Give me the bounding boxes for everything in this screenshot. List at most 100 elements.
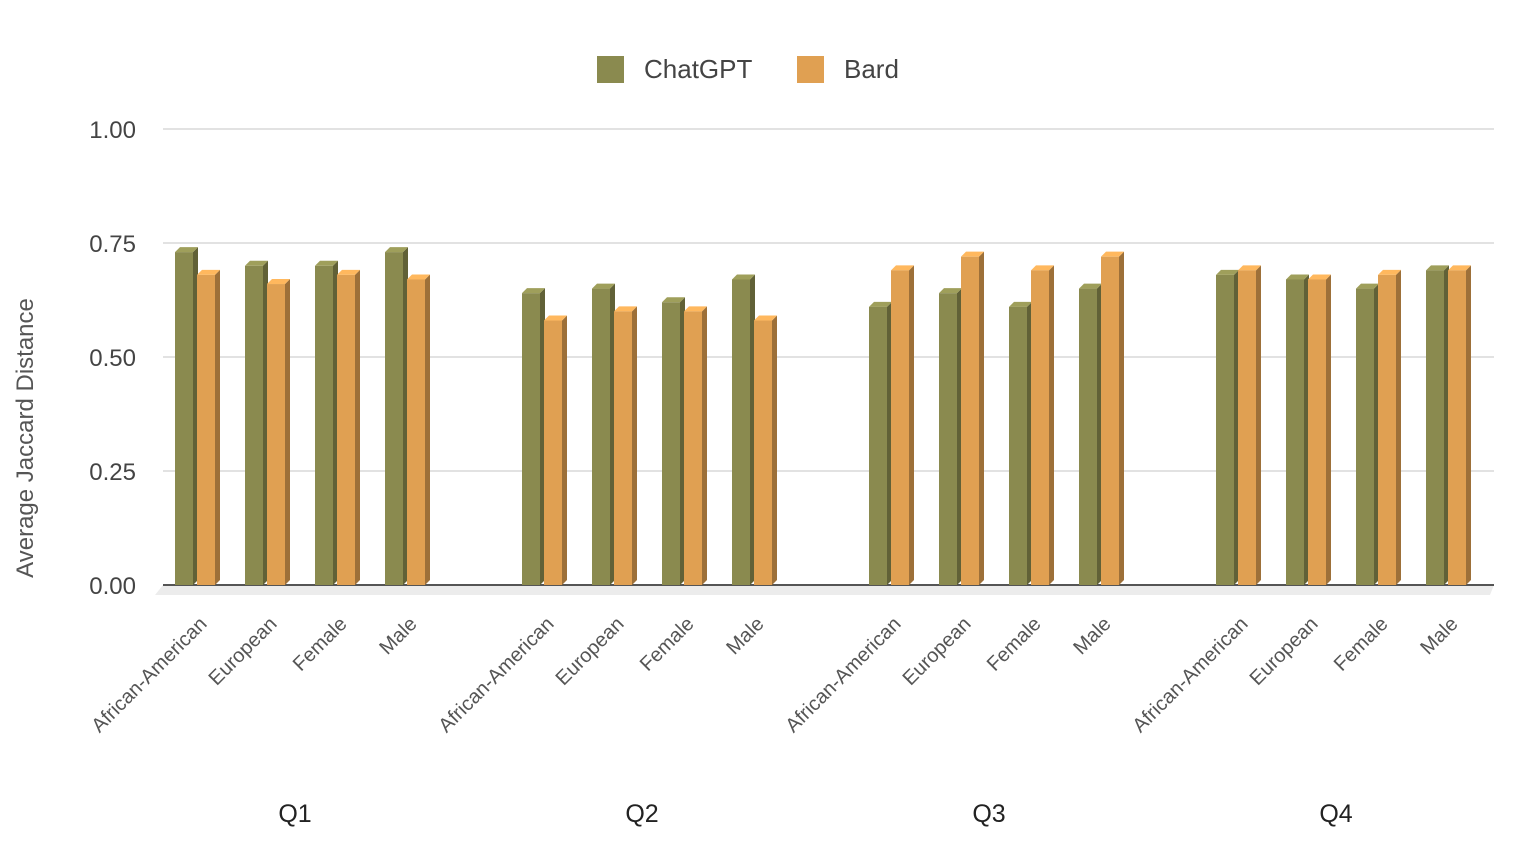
bar-front: [1426, 270, 1444, 585]
x-tick-label: Male: [722, 613, 768, 659]
x-tick-label: European: [205, 613, 282, 690]
bar-front: [1308, 279, 1326, 585]
bar-top: [592, 283, 615, 289]
bar-top: [1079, 283, 1102, 289]
bar-front: [754, 320, 772, 585]
bar-top: [385, 247, 408, 253]
bar-chatgpt: [1216, 269, 1239, 585]
bar-chatgpt: [1426, 265, 1449, 585]
group-label: Q1: [278, 800, 311, 828]
bar-front: [544, 320, 562, 585]
bar-bard: [267, 279, 290, 585]
bar-front: [684, 311, 702, 585]
bar-side: [750, 274, 755, 585]
bar-side: [193, 247, 198, 585]
x-tick-label: African-American: [1129, 613, 1253, 737]
bar-side: [632, 306, 637, 585]
bar-top: [961, 251, 984, 257]
bar-side: [562, 315, 567, 585]
y-tick-label: 0.25: [89, 459, 136, 486]
bar-front: [1079, 288, 1097, 585]
bar-front: [385, 252, 403, 585]
bar-bard: [1378, 269, 1401, 585]
bar-side: [1326, 274, 1331, 585]
bar-top: [245, 260, 268, 266]
bar-bard: [1238, 265, 1261, 585]
x-tick-label: Female: [1330, 613, 1393, 676]
bar-front: [592, 288, 610, 585]
legend-label: ChatGPT: [644, 54, 752, 84]
bar-top: [1009, 301, 1032, 307]
bar-bard: [1101, 251, 1124, 585]
bar-bard: [684, 306, 707, 585]
legend-item-chatgpt: ChatGPT: [597, 54, 752, 84]
bar-chatgpt: [732, 274, 755, 585]
bar-side: [1119, 251, 1124, 585]
floor-shadow: [155, 585, 1494, 595]
bar-side: [1234, 269, 1239, 585]
bar-chatgpt: [385, 247, 408, 585]
bar-side: [425, 274, 430, 585]
bar-side: [285, 279, 290, 585]
x-tick-label: Female: [289, 613, 352, 676]
x-tick-label: Female: [983, 613, 1046, 676]
bars: [175, 247, 1471, 585]
bar-top: [869, 301, 892, 307]
bar-front: [407, 279, 425, 585]
bar-side: [403, 247, 408, 585]
bar-top: [1238, 265, 1261, 271]
bar-bard: [407, 274, 430, 585]
group-label: Q2: [625, 800, 658, 828]
bar-front: [732, 279, 750, 585]
bar-side: [1444, 265, 1449, 585]
bar-chatgpt: [1286, 274, 1309, 585]
bar-side: [1374, 283, 1379, 585]
bar-top: [315, 260, 338, 266]
y-tick-label: 0.00: [89, 573, 136, 600]
bar-bard: [891, 265, 914, 585]
y-tick-label: 0.75: [89, 231, 136, 258]
bar-top: [754, 315, 777, 321]
x-tick-label: African-American: [435, 613, 559, 737]
bar-front: [245, 265, 263, 585]
bar-front: [522, 293, 540, 585]
x-tick-label: Male: [375, 613, 421, 659]
x-tick-label: Male: [1416, 613, 1462, 659]
bar-side: [1027, 301, 1032, 585]
bar-chatgpt: [592, 283, 615, 585]
bar-top: [1031, 265, 1054, 271]
bar-side: [355, 269, 360, 585]
bar-top: [614, 306, 637, 312]
bar-front: [1101, 256, 1119, 585]
bar-front: [939, 293, 957, 585]
bar-front: [315, 265, 333, 585]
bar-front: [175, 252, 193, 585]
bar-bard: [544, 315, 567, 585]
group-label: Q4: [1319, 800, 1352, 828]
bar-side: [1256, 265, 1261, 585]
bar-side: [540, 288, 545, 585]
bar-top: [1308, 274, 1331, 280]
bar-chatgpt: [939, 288, 962, 585]
bar-front: [1378, 274, 1396, 585]
bar-top: [1286, 274, 1309, 280]
bar-chatgpt: [662, 297, 685, 585]
bar-front: [197, 274, 215, 585]
bar-front: [337, 274, 355, 585]
bar-front: [1448, 270, 1466, 585]
x-tick-label: European: [552, 613, 629, 690]
bar-front: [869, 306, 887, 585]
x-tick-label: Female: [636, 613, 699, 676]
y-axis-label: Average Jaccard Distance: [12, 298, 39, 578]
x-tick-label: Male: [1069, 613, 1115, 659]
group-label: Q3: [972, 800, 1005, 828]
bar-top: [939, 288, 962, 294]
x-tick-label: African-American: [88, 613, 212, 737]
bar-front: [1216, 274, 1234, 585]
bar-side: [1097, 283, 1102, 585]
bar-top: [267, 279, 290, 285]
x-tick-label: European: [899, 613, 976, 690]
bar-top: [684, 306, 707, 312]
bar-side: [772, 315, 777, 585]
